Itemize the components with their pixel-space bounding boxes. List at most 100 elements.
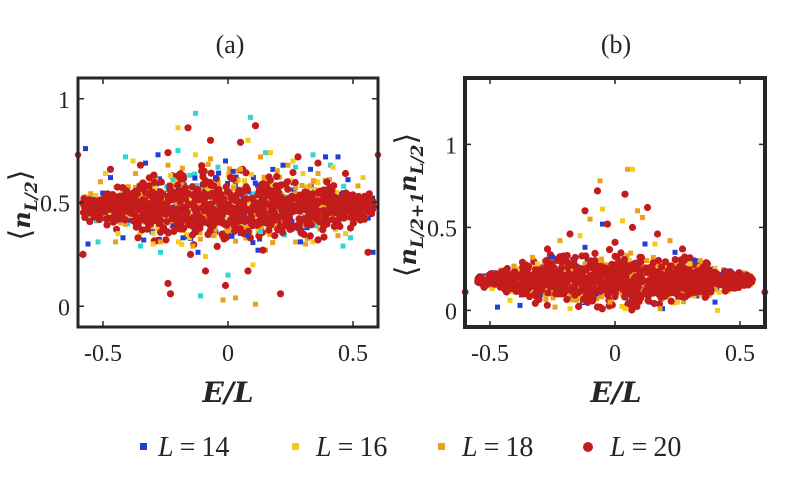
band-point-l14 — [250, 175, 256, 181]
data-point — [258, 229, 263, 235]
band-point-l20 — [705, 267, 713, 275]
band-point-l20 — [348, 203, 356, 211]
band-point-l20 — [526, 293, 534, 301]
band-point-l20 — [266, 200, 274, 208]
band-point-l16 — [252, 216, 258, 222]
band-point-l20 — [673, 265, 682, 273]
band-point-l16 — [152, 183, 157, 189]
band-point-l18 — [205, 161, 211, 167]
band-point-l20 — [81, 213, 89, 221]
data-point — [220, 297, 226, 303]
band-point-l16 — [712, 265, 718, 271]
band-point-l14 — [365, 215, 371, 221]
band-point-l20 — [475, 278, 483, 286]
band-point-l20 — [349, 219, 357, 227]
band-point-l14 — [229, 233, 235, 239]
band-point-l20 — [331, 208, 339, 217]
band-point-l20 — [681, 269, 689, 277]
data-point — [219, 232, 227, 240]
band-point-l20 — [340, 214, 348, 222]
band-point-l20 — [617, 249, 625, 257]
data-point — [298, 239, 303, 245]
band-point-l20 — [139, 179, 147, 187]
panel-b-points — [465, 166, 765, 314]
band-point-l18 — [123, 221, 128, 227]
band-point-l18 — [605, 262, 610, 268]
data-point — [567, 306, 573, 312]
band-point-l20 — [195, 220, 203, 228]
band-point-l20 — [503, 264, 511, 273]
band-point-l18 — [197, 230, 203, 236]
band-point-extra — [341, 183, 347, 189]
band-point-l20 — [178, 188, 187, 196]
band-point-l20 — [689, 288, 697, 296]
band-point-l20 — [542, 257, 550, 265]
data-point — [335, 233, 341, 239]
data-point — [300, 171, 306, 176]
panel-b-ylabel-main2: n — [393, 175, 422, 192]
data-point — [103, 171, 108, 176]
band-point-l20 — [179, 224, 188, 233]
band-point-l20 — [655, 300, 664, 308]
band-point-l20 — [508, 279, 516, 287]
band-point-l18 — [274, 168, 280, 174]
band-point-l14 — [243, 213, 249, 219]
band-point-l20 — [265, 173, 273, 181]
data-point — [120, 235, 126, 241]
band-point-l20 — [315, 198, 323, 206]
band-point-l20 — [621, 292, 629, 300]
band-point-l20 — [605, 246, 614, 254]
band-point-l20 — [646, 277, 654, 285]
data-point — [640, 214, 645, 220]
band-point-l16 — [334, 189, 340, 195]
band-point-l18 — [713, 286, 719, 292]
band-point-l20 — [746, 278, 754, 286]
band-point-l18 — [293, 239, 299, 245]
band-point-l20 — [271, 232, 279, 240]
band-point-l20 — [628, 292, 636, 300]
band-point-l16 — [205, 186, 210, 192]
band-point-l20 — [164, 229, 172, 237]
band-point-l20 — [538, 285, 546, 294]
band-point-l20 — [645, 268, 653, 276]
band-point-l18 — [231, 185, 237, 191]
band-point-l20 — [157, 178, 165, 186]
band-point-l20 — [526, 276, 534, 284]
data-point — [620, 218, 625, 224]
band-point-l18 — [261, 174, 267, 180]
band-point-l16 — [626, 257, 632, 263]
panel-b: (b) -0.5 0 0.5 0 0.5 1 E/L ⟨nL/2+1nL/2⟩ — [389, 30, 769, 409]
band-point-l20 — [119, 184, 127, 192]
legend-marker-l14 — [140, 443, 147, 450]
band-point-l20 — [523, 284, 531, 292]
band-point-l20 — [587, 262, 595, 270]
data-point — [621, 190, 629, 198]
band-point-l20 — [168, 196, 176, 204]
band-point-l20 — [198, 167, 206, 175]
data-point — [98, 179, 103, 185]
data-point — [245, 233, 251, 239]
band-point-l20 — [671, 256, 679, 264]
data-point — [168, 173, 173, 178]
band-point-l18 — [573, 297, 579, 303]
band-point-l20 — [132, 212, 140, 221]
band-point-l18 — [310, 178, 316, 184]
data-point — [600, 206, 605, 212]
band-point-l20 — [320, 212, 328, 220]
band-point-l14 — [141, 237, 147, 243]
band-point-l20 — [132, 219, 140, 227]
data-point — [642, 241, 648, 247]
data-point — [186, 250, 195, 258]
data-point — [636, 253, 644, 261]
band-point-l20 — [709, 275, 717, 283]
data-point — [143, 160, 148, 166]
band-point-l16 — [166, 214, 172, 219]
band-point-l20 — [711, 268, 719, 276]
band-point-l20 — [288, 192, 296, 200]
band-point-l20 — [658, 263, 666, 271]
band-point-l20 — [733, 277, 741, 285]
band-point-l20 — [275, 202, 284, 210]
band-point-l20 — [610, 271, 618, 279]
data-point — [175, 148, 181, 154]
